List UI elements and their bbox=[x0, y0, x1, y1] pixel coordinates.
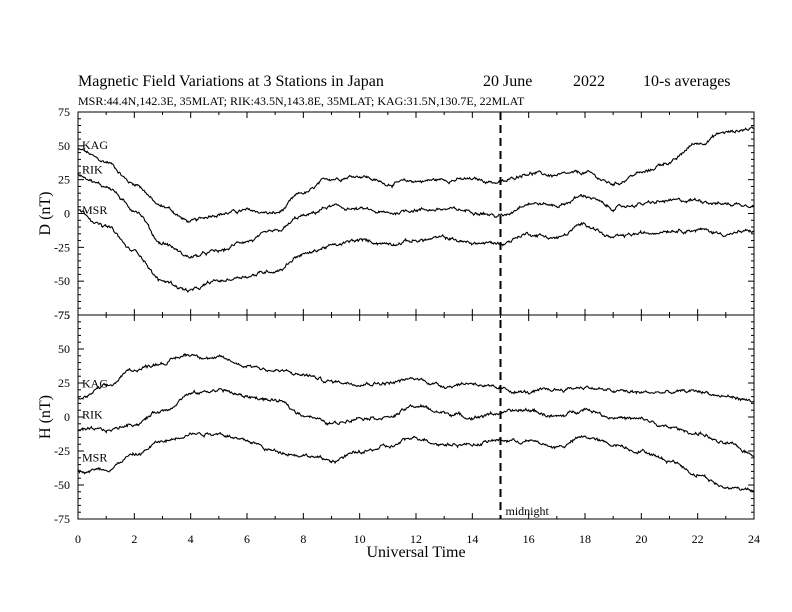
series-label-top-rik: RIK bbox=[82, 162, 103, 176]
title-date: 20 June bbox=[483, 73, 533, 90]
series-line-top-msr bbox=[77, 209, 755, 293]
y-tick-label: 50 bbox=[58, 342, 70, 356]
series-label-top-kag: KAG bbox=[82, 138, 108, 152]
series-line-bottom-kag bbox=[77, 353, 755, 403]
y-tick-label: 25 bbox=[58, 173, 70, 187]
y-tick-label: 75 bbox=[58, 105, 70, 119]
chart-subtitle: MSR:44.4N,142.3E, 35MLAT; RIK:43.5N,143.… bbox=[78, 94, 525, 108]
x-tick-label: 24 bbox=[748, 532, 760, 546]
x-tick-label: 0 bbox=[75, 532, 81, 546]
y-tick-label: 0 bbox=[64, 207, 70, 221]
y-tick-label: 50 bbox=[58, 139, 70, 153]
x-tick-label: 16 bbox=[523, 532, 535, 546]
series-line-bottom-msr bbox=[77, 431, 755, 493]
x-tick-label: 12 bbox=[410, 532, 422, 546]
panel-frame-top bbox=[77, 111, 755, 316]
x-tick-label: 20 bbox=[635, 532, 647, 546]
series-label-bottom-rik: RIK bbox=[82, 408, 103, 422]
series-label-top-msr: MSR bbox=[82, 203, 107, 217]
y-tick-label: 25 bbox=[58, 376, 70, 390]
x-tick-label: 8 bbox=[300, 532, 306, 546]
title-averages: 10-s averages bbox=[643, 73, 731, 90]
y-tick-label: -75 bbox=[54, 512, 70, 526]
y-tick-label: -75 bbox=[54, 308, 70, 322]
x-tick-label: 22 bbox=[692, 532, 704, 546]
x-tick-label: 18 bbox=[579, 532, 591, 546]
series-line-top-rik bbox=[77, 173, 755, 259]
x-axis-title: Universal Time bbox=[366, 544, 465, 561]
x-tick-label: 6 bbox=[244, 532, 250, 546]
series-line-bottom-rik bbox=[77, 388, 755, 458]
y-axis-title-bottom: H (nT) bbox=[37, 395, 54, 439]
panel-frame-bottom bbox=[77, 314, 755, 520]
y-tick-label: 75 bbox=[58, 308, 70, 322]
series-label-bottom-msr: MSR bbox=[82, 450, 107, 464]
series-label-bottom-kag: KAG bbox=[82, 376, 108, 390]
y-tick-label: -25 bbox=[54, 444, 70, 458]
y-tick-label: -25 bbox=[54, 240, 70, 254]
x-tick-label: 14 bbox=[466, 532, 478, 546]
y-axis-title-top: D (nT) bbox=[37, 192, 54, 236]
midnight-label: midnight bbox=[506, 504, 550, 518]
x-tick-label: 4 bbox=[188, 532, 194, 546]
title-year: 2022 bbox=[573, 73, 605, 90]
x-tick-label: 10 bbox=[354, 532, 366, 546]
series-line-top-kag bbox=[77, 126, 755, 224]
y-tick-label: -50 bbox=[54, 274, 70, 288]
y-tick-label: -50 bbox=[54, 478, 70, 492]
x-tick-label: 2 bbox=[131, 532, 137, 546]
title-main: Magnetic Field Variations at 3 Stations … bbox=[78, 73, 384, 90]
y-tick-label: 0 bbox=[64, 410, 70, 424]
